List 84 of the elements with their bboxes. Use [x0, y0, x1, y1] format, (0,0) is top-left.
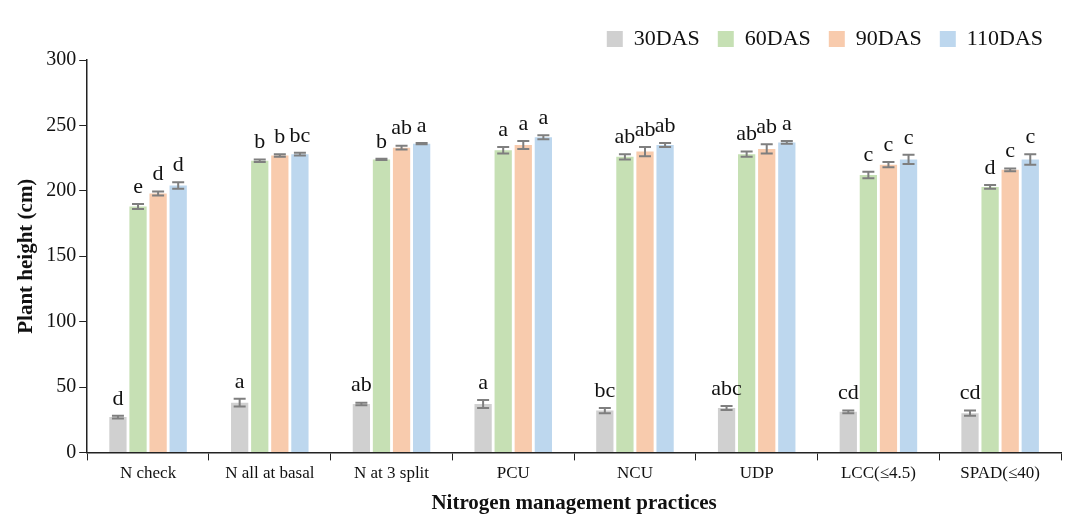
bar — [149, 193, 167, 452]
x-tick-label: LCC(≤4.5) — [840, 463, 916, 483]
y-tick-label: 250 — [46, 112, 77, 135]
bar — [251, 160, 269, 452]
data-label: ab — [654, 111, 676, 137]
bar — [392, 147, 411, 452]
bar — [1001, 169, 1019, 452]
data-label: a — [234, 367, 245, 393]
data-label: ab — [391, 114, 412, 140]
data-label: d — [984, 153, 996, 179]
data-label: bc — [594, 376, 616, 402]
y-tick-label: 100 — [46, 308, 77, 331]
y-axis-title: Plant height (cm) — [13, 178, 38, 334]
legend-label: 90DAS — [855, 24, 922, 50]
data-label: ab — [634, 115, 656, 141]
data-label: b — [274, 122, 286, 148]
bar — [1021, 159, 1039, 452]
data-label: a — [538, 103, 549, 129]
data-label: e — [133, 172, 143, 198]
data-label: a — [781, 109, 792, 135]
bar — [352, 404, 371, 452]
bar — [859, 175, 878, 452]
bar — [231, 402, 249, 452]
bar — [474, 404, 492, 452]
x-tick-label: NCU — [617, 463, 653, 483]
bar — [413, 143, 431, 452]
bar — [596, 410, 614, 452]
data-label: c — [1005, 137, 1016, 163]
x-tick-label: SPAD(≤40) — [960, 463, 1040, 483]
data-label: c — [1025, 122, 1036, 148]
y-tick-label: 50 — [56, 374, 77, 397]
data-label: abc — [711, 374, 743, 400]
bar — [758, 148, 776, 452]
data-label: bc — [289, 121, 311, 147]
bar — [271, 155, 289, 452]
data-label: a — [478, 368, 489, 394]
data-label: c — [863, 140, 874, 166]
data-label: cd — [959, 379, 981, 405]
bar — [717, 407, 736, 452]
bar — [839, 411, 857, 452]
legend-label: 110DAS — [966, 24, 1044, 50]
data-label: c — [903, 123, 914, 149]
bar — [129, 206, 147, 452]
data-label: d — [152, 160, 164, 186]
bar — [636, 151, 654, 452]
y-tick-label: 200 — [46, 178, 77, 201]
x-tick-label: PCU — [496, 463, 530, 483]
data-label: ab — [736, 120, 758, 146]
bar — [109, 417, 127, 452]
bar — [291, 154, 309, 452]
y-tick-label: 0 — [66, 439, 77, 462]
x-tick-label: UDP — [739, 463, 774, 483]
bar — [514, 145, 532, 452]
data-label: a — [518, 109, 529, 135]
data-label: cd — [837, 379, 859, 405]
bar — [616, 156, 634, 452]
x-tick-label: N check — [119, 463, 177, 483]
x-axis-title: Nitrogen management practices — [431, 489, 717, 514]
bar — [656, 145, 674, 452]
data-label: ab — [351, 371, 372, 397]
bar — [494, 150, 512, 452]
data-label: b — [375, 127, 387, 153]
bar — [778, 142, 796, 452]
data-label: ab — [614, 122, 636, 148]
x-tick-label: N all at basal — [225, 463, 315, 483]
bar — [961, 413, 979, 452]
bar — [534, 137, 552, 452]
data-label: ab — [756, 113, 778, 139]
y-tick-label: 150 — [46, 243, 77, 266]
data-label: d — [112, 384, 124, 410]
data-label: d — [172, 151, 184, 177]
x-tick-label: N at 3 split — [353, 463, 430, 483]
bar — [981, 186, 999, 452]
bar — [879, 164, 898, 452]
bar — [169, 185, 187, 452]
bar — [899, 159, 918, 452]
bar — [372, 159, 391, 452]
y-tick-label: 300 — [46, 47, 77, 70]
data-label: c — [883, 130, 894, 156]
data-label: a — [416, 111, 427, 137]
legend-label: 30DAS — [633, 24, 700, 50]
legend-label: 60DAS — [744, 24, 811, 50]
data-label: a — [498, 115, 509, 141]
data-label: b — [254, 128, 266, 154]
